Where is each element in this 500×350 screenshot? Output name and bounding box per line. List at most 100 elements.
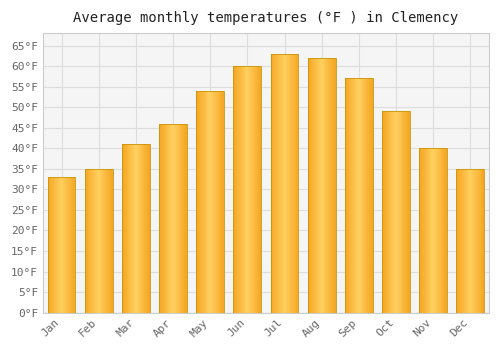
- Bar: [238, 66, 239, 313]
- Bar: [54, 177, 55, 313]
- Bar: [166, 124, 168, 313]
- Bar: [432, 148, 433, 313]
- Bar: [382, 111, 410, 313]
- Bar: [348, 78, 350, 313]
- Bar: [362, 78, 364, 313]
- Bar: [333, 58, 334, 313]
- Bar: [445, 148, 446, 313]
- Bar: [474, 169, 475, 313]
- Bar: [456, 169, 484, 313]
- Bar: [356, 78, 357, 313]
- Bar: [215, 91, 216, 313]
- Bar: [330, 58, 331, 313]
- Bar: [92, 169, 93, 313]
- Bar: [345, 78, 373, 313]
- Bar: [93, 169, 94, 313]
- Bar: [74, 177, 76, 313]
- Bar: [199, 91, 200, 313]
- Bar: [250, 66, 251, 313]
- Bar: [214, 91, 215, 313]
- Bar: [248, 66, 249, 313]
- Bar: [260, 66, 262, 313]
- Bar: [162, 124, 163, 313]
- Bar: [409, 111, 410, 313]
- Bar: [60, 177, 62, 313]
- Bar: [200, 91, 201, 313]
- Bar: [210, 91, 211, 313]
- Bar: [398, 111, 399, 313]
- Bar: [170, 124, 171, 313]
- Bar: [128, 144, 130, 313]
- Bar: [328, 58, 329, 313]
- Bar: [88, 169, 90, 313]
- Bar: [107, 169, 108, 313]
- Bar: [90, 169, 92, 313]
- Bar: [424, 148, 425, 313]
- Bar: [171, 124, 172, 313]
- Bar: [71, 177, 72, 313]
- Bar: [236, 66, 237, 313]
- Bar: [163, 124, 164, 313]
- Bar: [94, 169, 95, 313]
- Bar: [240, 66, 241, 313]
- Bar: [196, 91, 197, 313]
- Bar: [458, 169, 459, 313]
- Bar: [159, 124, 187, 313]
- Bar: [407, 111, 408, 313]
- Bar: [253, 66, 254, 313]
- Bar: [133, 144, 134, 313]
- Bar: [176, 124, 178, 313]
- Bar: [395, 111, 396, 313]
- Bar: [244, 66, 246, 313]
- Bar: [434, 148, 435, 313]
- Bar: [111, 169, 112, 313]
- Bar: [436, 148, 437, 313]
- Bar: [108, 169, 109, 313]
- Bar: [425, 148, 426, 313]
- Bar: [433, 148, 434, 313]
- Bar: [473, 169, 474, 313]
- Bar: [135, 144, 136, 313]
- Bar: [218, 91, 220, 313]
- Bar: [216, 91, 218, 313]
- Bar: [270, 54, 272, 313]
- Bar: [388, 111, 390, 313]
- Bar: [122, 144, 123, 313]
- Bar: [97, 169, 98, 313]
- Bar: [350, 78, 352, 313]
- Bar: [408, 111, 409, 313]
- Bar: [319, 58, 320, 313]
- Bar: [367, 78, 368, 313]
- Bar: [346, 78, 347, 313]
- Bar: [96, 169, 97, 313]
- Bar: [284, 54, 286, 313]
- Bar: [132, 144, 133, 313]
- Bar: [464, 169, 466, 313]
- Bar: [291, 54, 292, 313]
- Bar: [294, 54, 296, 313]
- Bar: [345, 78, 346, 313]
- Bar: [161, 124, 162, 313]
- Bar: [280, 54, 281, 313]
- Bar: [392, 111, 393, 313]
- Bar: [290, 54, 291, 313]
- Bar: [198, 91, 199, 313]
- Bar: [372, 78, 373, 313]
- Bar: [274, 54, 275, 313]
- Bar: [208, 91, 210, 313]
- Bar: [144, 144, 145, 313]
- Bar: [364, 78, 366, 313]
- Bar: [202, 91, 203, 313]
- Bar: [130, 144, 131, 313]
- Bar: [172, 124, 173, 313]
- Bar: [404, 111, 406, 313]
- Bar: [402, 111, 404, 313]
- Bar: [324, 58, 326, 313]
- Bar: [239, 66, 240, 313]
- Bar: [206, 91, 208, 313]
- Bar: [95, 169, 96, 313]
- Bar: [241, 66, 242, 313]
- Bar: [393, 111, 394, 313]
- Bar: [347, 78, 348, 313]
- Bar: [466, 169, 468, 313]
